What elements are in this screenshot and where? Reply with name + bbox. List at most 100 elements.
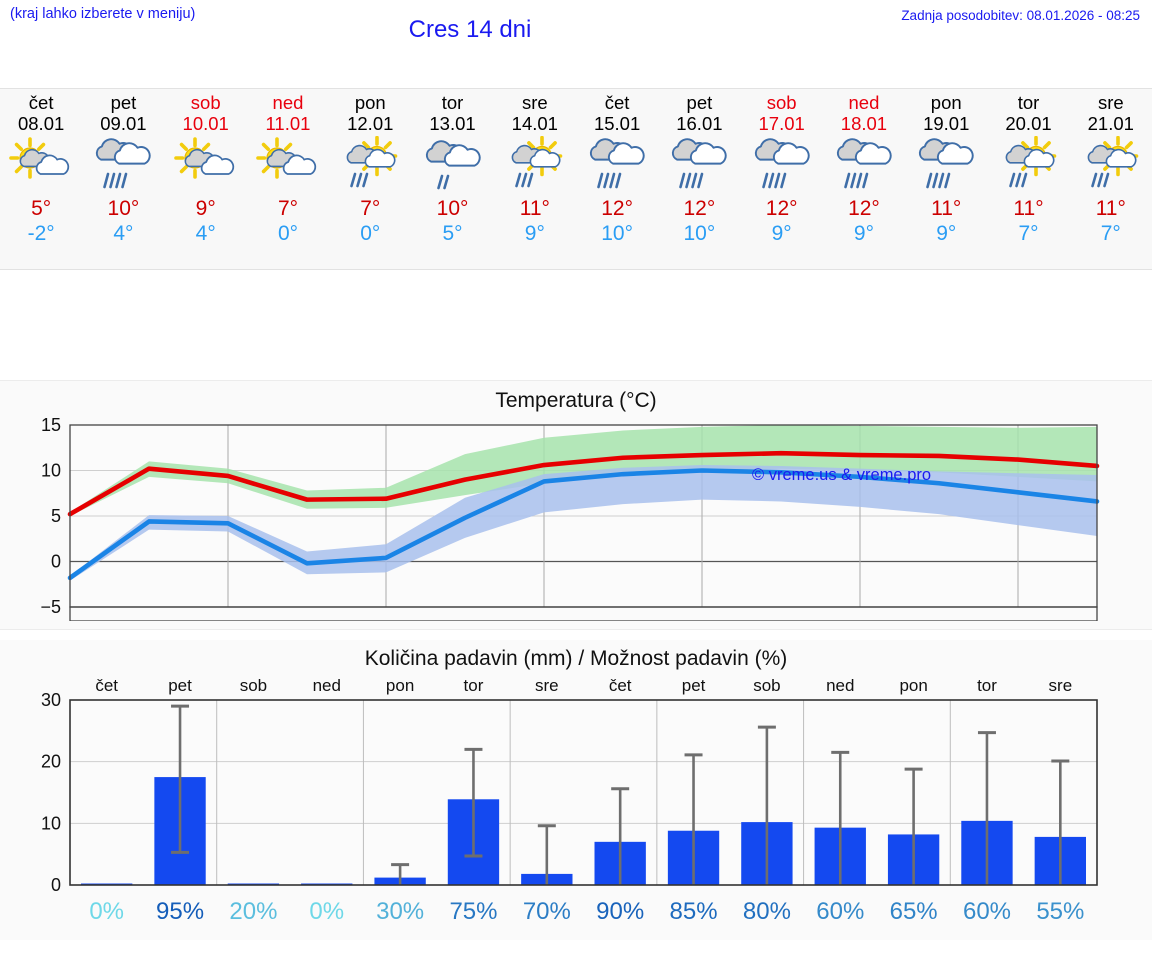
page-header: (kraj lahko izberete v meniju) Cres 14 d… xyxy=(0,0,1152,60)
temperature-max: 10° xyxy=(107,197,140,220)
temperature-min: 9° xyxy=(853,222,874,245)
svg-text:0: 0 xyxy=(51,875,61,895)
day-date: 09.01 xyxy=(100,113,147,134)
precip-probability: 60% xyxy=(962,898,1012,925)
day-of-week: sob xyxy=(766,92,797,113)
day-column-13.01[interactable]: tor 13.01 10° 5° xyxy=(411,89,493,269)
svg-text:10: 10 xyxy=(41,461,61,481)
precip-day-label: ned xyxy=(312,676,341,695)
temperature-chart-title: Temperatura (°C) xyxy=(495,389,657,412)
day-of-week: pet xyxy=(686,92,713,113)
precip-probability: 60% xyxy=(816,898,865,925)
weather-sun-cloud-rain-icon xyxy=(1070,136,1152,194)
temperature-min: 9° xyxy=(936,222,957,245)
precip-probability: 95% xyxy=(156,898,205,925)
day-of-week: sob xyxy=(190,92,221,113)
day-date: 08.01 xyxy=(17,113,65,134)
day-of-week: sre xyxy=(1097,92,1124,113)
precip-probability: 30% xyxy=(376,898,425,925)
precipitation-probability-row: 0% 95% 20% 0% 30% 75% 70% 90% 85% 80% 60% 65% 60% 55% xyxy=(70,898,1097,926)
precipitation-chart-svg: 0 10 20 30 xyxy=(41,690,1098,895)
temperature-max: 11° xyxy=(931,197,962,220)
temperature-max: 12° xyxy=(765,197,798,220)
day-of-week: pon xyxy=(354,92,386,113)
weather-cloud-rain-icon xyxy=(823,136,905,194)
temperature-max: 11° xyxy=(1013,197,1044,220)
temperature-max: 12° xyxy=(601,197,633,220)
precip-probability: 70% xyxy=(522,898,571,925)
temperature-min: 10° xyxy=(683,222,716,245)
temperature-min: 10° xyxy=(601,222,633,245)
temperature-min: -2° xyxy=(27,222,55,245)
temperature-max: 10° xyxy=(436,197,469,220)
svg-text:10: 10 xyxy=(41,813,61,833)
temperature-max: 5° xyxy=(31,197,52,220)
day-column-18.01[interactable]: ned 18.01 12° 9° xyxy=(823,89,905,269)
weather-sun-cloud-icon xyxy=(0,136,82,194)
day-date: 12.01 xyxy=(347,113,394,134)
precip-probability: 90% xyxy=(596,898,645,925)
day-of-week: čet xyxy=(28,92,54,113)
svg-text:0: 0 xyxy=(51,552,61,572)
precip-day-label: tor xyxy=(977,676,997,695)
precip-day-label: pon xyxy=(899,676,928,695)
weather-cloud-rain-icon xyxy=(741,136,823,194)
precipitation-chart-section: Količina padavin (mm) / Možnost padavin … xyxy=(0,640,1152,940)
precipitation-chart-title: Količina padavin (mm) / Možnost padavin … xyxy=(364,647,788,670)
day-column-15.01[interactable]: čet 15.01 12° 10° xyxy=(576,89,658,269)
temperature-max: 7° xyxy=(360,197,381,220)
precip-day-label: sob xyxy=(239,676,268,695)
precip-probability: 0% xyxy=(89,898,125,925)
day-column-08.01[interactable]: čet 08.01 5° -2° xyxy=(0,89,82,269)
day-of-week: pon xyxy=(930,92,962,113)
weather-cloud-rain-icon xyxy=(576,136,658,194)
svg-text:5: 5 xyxy=(51,506,61,526)
day-column-12.01[interactable]: pon 12.01 7° 0° xyxy=(329,89,411,269)
precip-day-label: pet xyxy=(681,676,706,695)
day-of-week: čet xyxy=(604,92,630,113)
temperature-min: 9° xyxy=(771,222,792,245)
temperature-min: 4° xyxy=(195,222,216,245)
svg-text:−5: −5 xyxy=(40,597,61,617)
precip-probability: 80% xyxy=(742,898,791,925)
day-column-20.01[interactable]: tor 20.01 11° 7° xyxy=(987,89,1069,269)
day-column-19.01[interactable]: pon 19.01 11° 9° xyxy=(905,89,987,269)
temperature-min: 9° xyxy=(524,222,545,245)
page-title: Cres 14 dni xyxy=(408,16,532,43)
precip-probability: 75% xyxy=(449,898,498,925)
last-updated-label: Zadnja posodobitev: 08.01.2026 - 08:25 xyxy=(901,8,1140,23)
precip-probability: 0% xyxy=(309,898,345,925)
day-column-10.01[interactable]: sob 10.01 9° 4° xyxy=(165,89,247,269)
day-column-16.01[interactable]: pet 16.01 12° 10° xyxy=(658,89,740,269)
day-of-week: ned xyxy=(848,92,880,113)
day-date: 20.01 xyxy=(1005,113,1052,134)
weather-cloud-rain-icon xyxy=(658,136,740,194)
temperature-max: 12° xyxy=(683,197,716,220)
precip-day-label: sre xyxy=(535,676,559,695)
precip-day-label: pet xyxy=(168,676,192,695)
day-date: 17.01 xyxy=(758,113,805,134)
day-date: 10.01 xyxy=(182,113,229,134)
precip-day-label: ned xyxy=(826,676,855,695)
temperature-min: 0° xyxy=(277,222,299,245)
precip-day-label: tor xyxy=(463,676,484,695)
precip-day-label: čet xyxy=(95,676,119,695)
daily-forecast-strip: čet 08.01 5° -2° pet 09.01 10° 4° sob 10.01 9° 4° ne… xyxy=(0,88,1152,270)
temperature-min: 0° xyxy=(360,222,381,245)
day-column-14.01[interactable]: sre 14.01 11° 9° xyxy=(494,89,576,269)
precip-day-label: sre xyxy=(1048,676,1073,695)
day-of-week: sre xyxy=(521,92,548,113)
day-of-week: tor xyxy=(1017,92,1040,113)
copyright-watermark: © vreme.us & vreme.pro xyxy=(752,466,932,484)
precip-day-label: pon xyxy=(385,676,415,695)
day-column-09.01[interactable]: pet 09.01 10° 4° xyxy=(82,89,164,269)
weather-sun-cloud-rain-icon xyxy=(987,136,1069,194)
day-column-11.01[interactable]: ned 11.01 7° 0° xyxy=(247,89,329,269)
day-date: 15.01 xyxy=(593,113,641,134)
temperature-max: 7° xyxy=(277,197,299,220)
day-of-week: pet xyxy=(110,92,137,113)
weather-cloud-rain-icon xyxy=(905,136,987,194)
day-column-21.01[interactable]: sre 21.01 11° 7° xyxy=(1070,89,1152,269)
day-date: 13.01 xyxy=(429,113,476,134)
day-column-17.01[interactable]: sob 17.01 12° 9° xyxy=(741,89,823,269)
